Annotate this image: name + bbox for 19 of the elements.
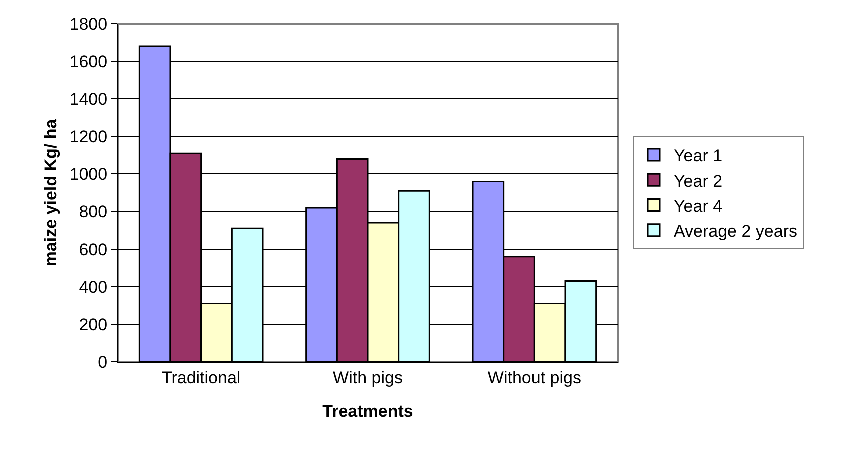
legend-label: Average 2 years [674, 222, 798, 241]
y-axis-title: maize yield Kg/ ha [41, 118, 60, 267]
y-tick-label: 1200 [70, 128, 108, 147]
y-tick-label: 1000 [70, 165, 108, 184]
y-tick-label: 0 [98, 352, 108, 372]
y-tick-label: 400 [79, 278, 108, 297]
x-tick-label: With pigs [333, 368, 403, 388]
y-tick-label: 200 [79, 315, 108, 334]
legend-label: Year 1 [674, 146, 723, 166]
x-axis-title: Treatments [322, 402, 414, 421]
x-tick-label: Traditional [162, 368, 241, 388]
y-tick-label: 800 [79, 202, 108, 222]
y-tick-label: 600 [79, 240, 108, 260]
legend-label: Year 2 [674, 172, 723, 191]
y-tick-label: 1800 [70, 14, 108, 34]
legend-label: Year 4 [674, 196, 723, 216]
y-tick-label: 1400 [70, 90, 108, 110]
x-tick-label: Without pigs [488, 368, 582, 388]
y-tick-label: 1600 [70, 52, 108, 72]
